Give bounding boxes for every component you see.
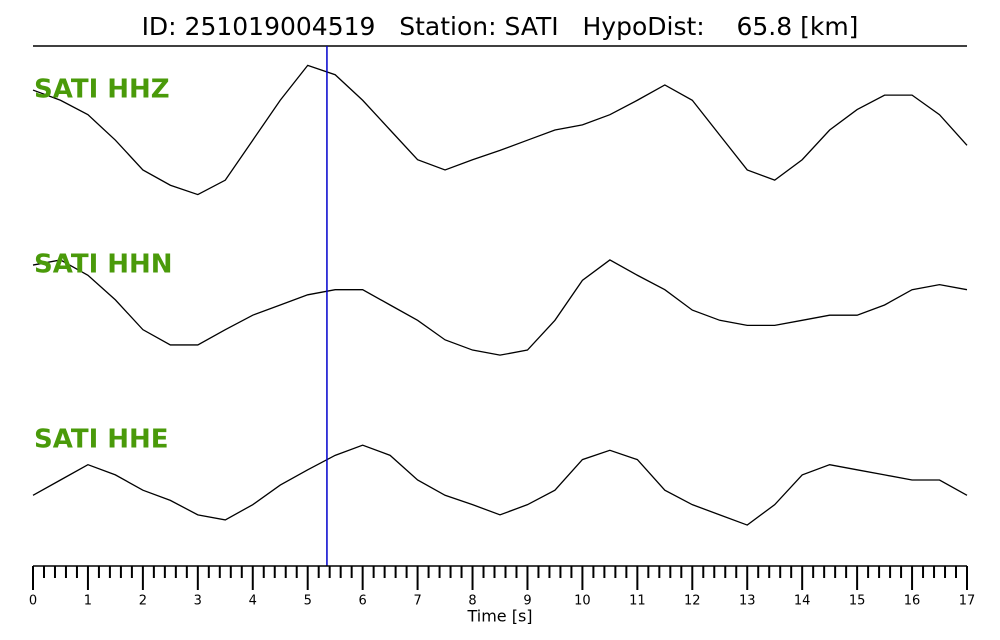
x-tick-label: 5: [304, 594, 312, 609]
x-tick-label: 3: [194, 594, 202, 609]
x-tick-label: 8: [468, 594, 476, 609]
x-tick-label: 0: [29, 594, 37, 609]
x-tick-label: 7: [413, 594, 421, 609]
x-tick-label: 13: [739, 594, 756, 609]
x-tick-label: 16: [904, 594, 921, 609]
trace-label: SATI HHZ: [34, 75, 170, 105]
trace: [32, 259, 968, 356]
trace: [32, 64, 968, 196]
trace-label: SATI HHE: [34, 425, 169, 455]
trace: [32, 444, 968, 526]
x-tick-label: 4: [249, 594, 257, 609]
trace-label: SATI HHN: [34, 250, 173, 280]
x-tick-label: 12: [684, 594, 701, 609]
x-tick-label: 15: [849, 594, 866, 609]
x-tick-label: 10: [574, 594, 591, 609]
x-tick-label: 2: [139, 594, 147, 609]
x-tick-label: 14: [794, 594, 811, 609]
x-tick-label: 9: [523, 594, 531, 609]
x-axis-label: Time [s]: [466, 607, 532, 626]
chart-title: ID: 251019004519 Station: SATI HypoDist:…: [142, 12, 859, 41]
x-tick-label: 11: [629, 594, 646, 609]
x-tick-label: 1: [84, 594, 92, 609]
x-tick-label: 17: [959, 594, 976, 609]
x-tick-label: 6: [359, 594, 367, 609]
